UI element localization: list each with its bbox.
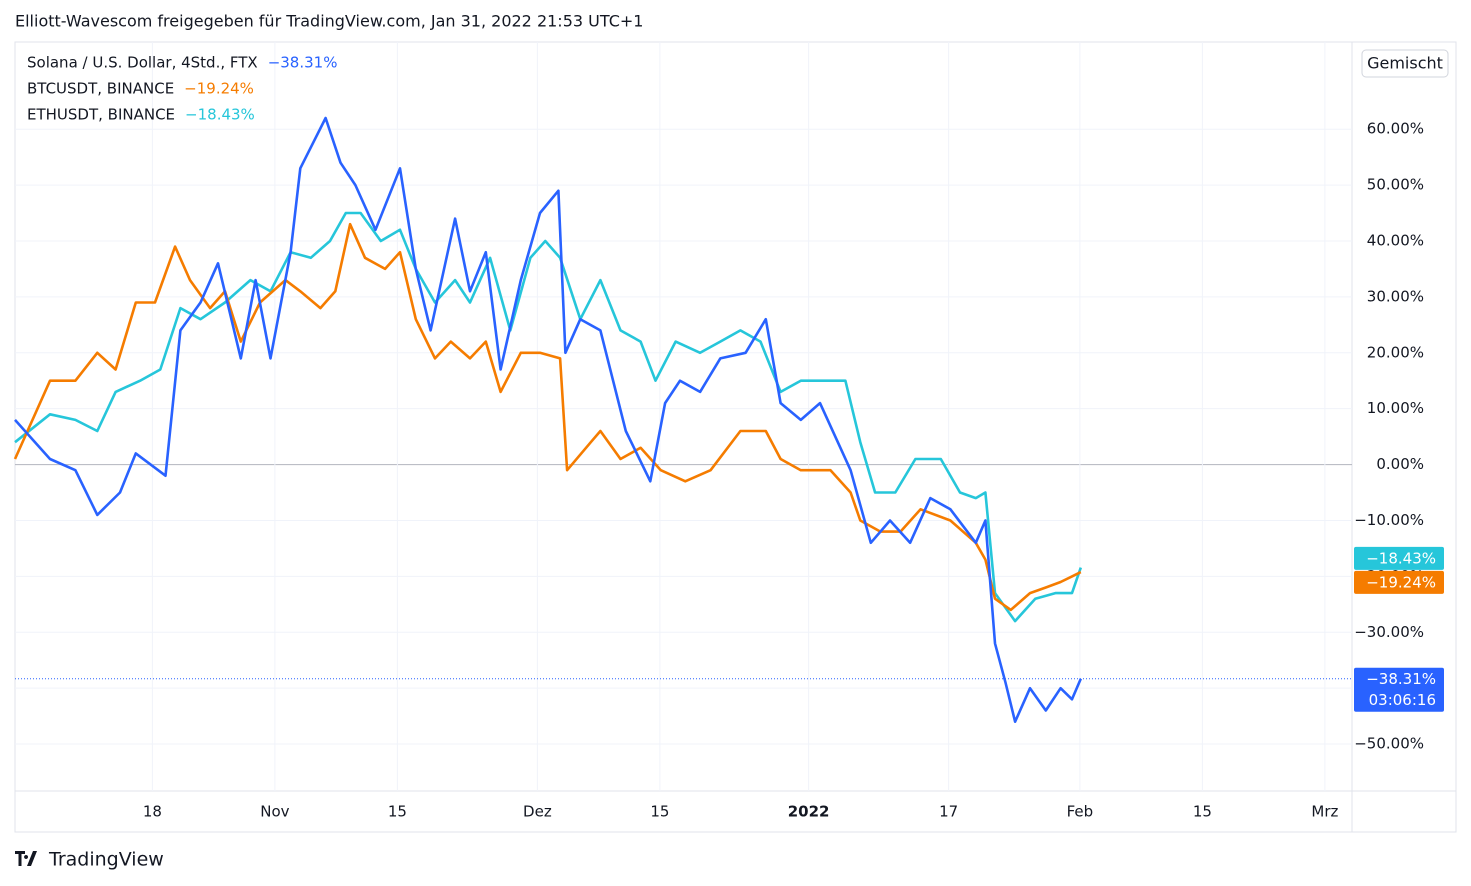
price-tag (1354, 667, 1444, 712)
mode-button[interactable] (1361, 49, 1449, 78)
x-tick-label: 15 (1193, 803, 1212, 821)
y-tick-label: 10.00% (1367, 399, 1424, 417)
y-tick-label: −50.00% (1354, 735, 1424, 753)
plot (13, 116, 1352, 724)
x-tick-label: Feb (1067, 803, 1094, 821)
y-tick-label: 20.00% (1367, 343, 1424, 361)
price-tag-label: −38.31% (1366, 670, 1436, 688)
legend-name: BTCUSDT, BINANCE (27, 80, 174, 98)
legend: Solana / U.S. Dollar, 4Std., FTX −38.31% B… (27, 54, 337, 124)
countdown: 03:06:16 (1369, 691, 1436, 709)
x-tick-label: 15 (650, 803, 669, 821)
y-tick-label: 30.00% (1367, 287, 1424, 305)
series-line (14, 211, 1083, 623)
x-tick-label: 15 (388, 803, 407, 821)
y-tick-label: 60.00% (1367, 120, 1424, 138)
legend-value: −18.43% (185, 106, 255, 124)
grid (15, 42, 1352, 791)
chart-frame (14, 41, 1457, 833)
legend-name: Solana / U.S. Dollar, 4Std., FTX (27, 54, 258, 72)
price-tag (1354, 546, 1444, 570)
series-line (14, 116, 1082, 724)
legend-name: ETHUSDT, BINANCE (27, 106, 175, 124)
y-tick-label: −10.00% (1354, 511, 1424, 529)
price-tag-label: −19.24% (1366, 573, 1436, 591)
brand-logo (15, 851, 37, 866)
x-tick-label: 18 (143, 803, 162, 821)
y-tick-label: 40.00% (1367, 231, 1424, 249)
mode-button-label[interactable]: Gemischt (1367, 54, 1443, 73)
y-tick-label: 50.00% (1367, 176, 1424, 194)
legend-value: −19.24% (184, 80, 254, 98)
x-tick-label: 17 (939, 803, 958, 821)
x-tick-label: Dez (523, 803, 552, 821)
y-tick-label: 0.00% (1376, 455, 1424, 473)
x-tick-label: Nov (260, 803, 289, 821)
series-line (13, 222, 1082, 612)
brand: TradingView (48, 849, 164, 871)
y-tick-label: −30.00% (1354, 623, 1424, 641)
legend-value: −38.31% (268, 54, 338, 72)
header: Elliott-Wavescom freigegeben für Trading… (15, 12, 643, 31)
x-tick-label: Mrz (1311, 803, 1338, 821)
brand-icon (15, 851, 37, 866)
price-tag-label: −18.43% (1366, 549, 1436, 567)
price-tag (1354, 570, 1444, 594)
x-tick-label: 2022 (788, 803, 830, 821)
